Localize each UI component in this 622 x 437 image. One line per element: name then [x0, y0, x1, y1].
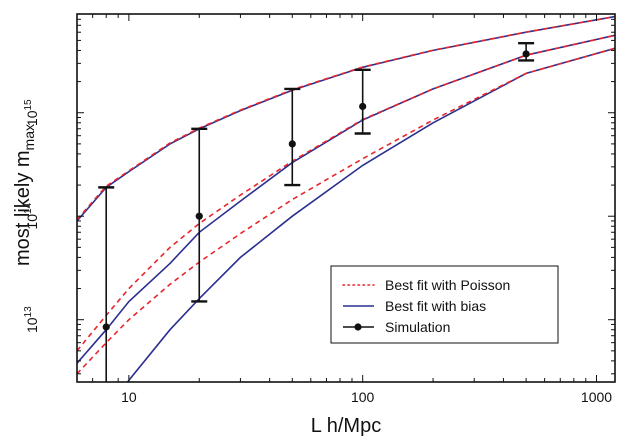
legend-box: [330, 265, 559, 344]
y-axis-ticks: 1013 1014 1015: [23, 13, 615, 375]
y-tick-label-0: 1013: [23, 306, 40, 333]
legend-label-simulation: Simulation: [385, 319, 450, 335]
y-tick-label-2: 1015: [23, 99, 40, 126]
plot-frame: [76, 13, 616, 383]
x-tick-label-2: 1000: [581, 389, 612, 405]
legend-label-bias: Best fit with bias: [385, 298, 486, 314]
sim-point-4: [522, 50, 530, 58]
sim-point-2: [288, 140, 296, 148]
y-tick-label-text-2: 1015: [23, 99, 40, 126]
series-layer: [77, 15, 615, 382]
sim-point-1: [195, 212, 203, 220]
x-tick-label-1: 100: [351, 389, 375, 405]
x-tick-label-0: 10: [121, 389, 137, 405]
y-tick-label-text-0: 1013: [23, 306, 40, 333]
sim-point-0: [102, 323, 110, 331]
series-poisson-upper: [77, 15, 615, 221]
y-tick-label-text-1: 1014: [23, 202, 40, 229]
simulation-layer: [98, 41, 535, 382]
series-bias-lower: [126, 47, 615, 382]
y-axis-title-symbol: m: [12, 150, 34, 167]
y-axis-title-subscript: max: [21, 124, 37, 150]
y-axis-title-main: most likely: [12, 173, 34, 266]
series-poisson-lower: [77, 47, 615, 375]
x-axis-ticks: 10 100 1000: [76, 14, 612, 405]
series-bias-upper: [77, 15, 615, 222]
y-axis-title: most likely mmax: [12, 124, 37, 266]
x-axis-title: L h/Mpc: [311, 415, 381, 437]
sim-point-3: [359, 102, 367, 111]
legend: Best fit with Poisson Best fit with bias…: [330, 265, 559, 344]
legend-marker-simulation: [354, 323, 362, 331]
series-poisson-middle: [77, 34, 615, 352]
y-tick-label-1: 1014: [23, 202, 40, 229]
legend-label-poisson: Best fit with Poisson: [385, 277, 510, 293]
